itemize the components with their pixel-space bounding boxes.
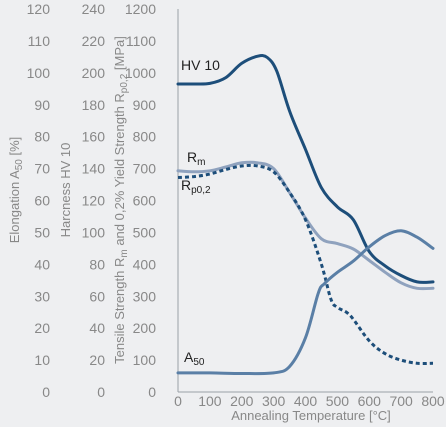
x-tick-label: 400 [294,393,318,409]
strength-tick-label: 0 [148,384,156,400]
hardness-axis: 0 20 40 60 80 100 120 140 160 180 200 220 240 [82,1,106,400]
series-line-a50 [176,229,435,376]
elong-tick-label: 120 [27,1,51,17]
hard-tick-label: 60 [89,288,105,304]
elong-tick-label: 10 [34,352,50,368]
strength-tick-label: 1200 [125,1,156,17]
x-tick-label: 100 [198,393,222,409]
hard-tick-label: 160 [82,129,106,145]
series-label-hv10: HV 10 [181,57,220,73]
series-line-hv10 [176,54,435,284]
series-label-rm: Rm [187,149,205,168]
hard-tick-label: 80 [89,256,105,272]
series-line-rm [176,160,435,291]
strength-tick-label: 600 [133,193,157,209]
strength-axis-title: Tensile Strength Rm and 0,2% Yield Stren… [112,36,130,364]
elongation-axis-title: Elongation A50 [%] [7,137,25,244]
series-label-rp02: Rp0,2 [181,177,211,196]
hard-tick-label: 0 [97,384,105,400]
elong-tick-label: 100 [27,65,51,81]
hard-tick-label: 240 [82,1,106,17]
strength-tick-label: 100 [133,352,157,368]
x-axis-title: Annealing Temperature [°C] [231,408,391,423]
strength-tick-label: 200 [133,320,157,336]
series-label-a50: A50 [184,349,205,368]
strength-tick-label: 700 [133,161,157,177]
elong-tick-label: 20 [34,320,50,336]
strength-tick-label: 1100 [126,33,156,49]
x-tick-label: 0 [174,393,182,409]
elong-tick-label: 80 [34,129,50,145]
strength-tick-label: 1000 [125,65,156,81]
strength-tick-label: 300 [133,288,157,304]
elongation-axis: 0 10 20 30 40 50 60 70 80 90 100 110 120 [27,1,51,400]
strength-tick-label: 400 [133,256,157,272]
hard-tick-label: 220 [82,33,106,49]
x-tick-label: 600 [358,393,382,409]
hard-tick-label: 120 [82,193,106,209]
elong-tick-label: 60 [34,193,50,209]
hard-tick-label: 40 [89,320,105,336]
elong-tick-label: 30 [34,288,50,304]
elong-tick-label: 110 [28,33,51,49]
strength-axis: 0 100 200 300 400 500 600 700 800 900 1000 1100 1200 [125,1,156,400]
hard-tick-label: 100 [82,224,106,240]
strength-tick-label: 900 [133,97,157,113]
hard-tick-label: 180 [82,97,106,113]
x-tick-label: 500 [326,393,350,409]
hard-tick-label: 20 [89,352,105,368]
x-tick-label: 700 [389,393,413,409]
x-tick-label: 300 [262,393,286,409]
strength-tick-label: 800 [133,129,157,145]
series-lines [176,54,435,376]
hard-tick-label: 200 [82,65,106,81]
strength-tick-label: 500 [133,224,157,240]
elong-tick-label: 50 [34,224,50,240]
elong-tick-label: 0 [42,384,50,400]
x-tick-label: 800 [421,393,445,409]
x-tick-label: 200 [230,393,254,409]
hardness-axis-title: Harcness HV 10 [58,143,73,238]
x-axis: 0 100 200 300 400 500 600 700 800 [174,393,445,409]
hard-tick-label: 140 [82,161,106,177]
elong-tick-label: 70 [34,161,50,177]
elong-tick-label: 90 [34,97,50,113]
elong-tick-label: 40 [34,256,50,272]
